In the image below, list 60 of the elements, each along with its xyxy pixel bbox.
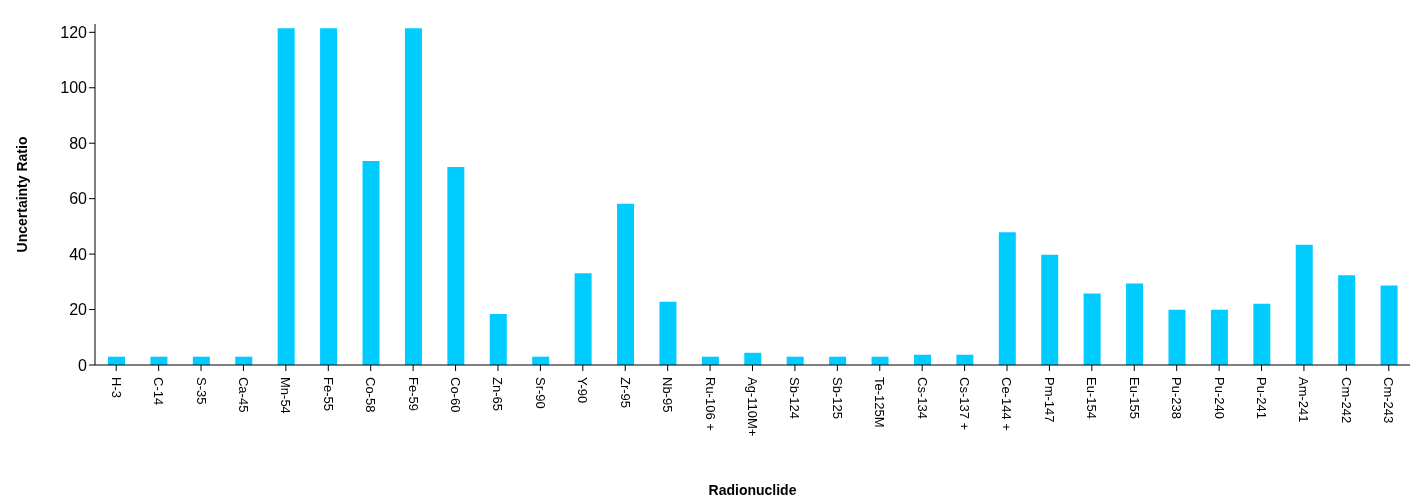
x-tick-label: Nb-95 — [660, 377, 676, 413]
bar — [362, 160, 380, 365]
bar — [1083, 293, 1101, 365]
x-tick-label: Fe-55 — [320, 377, 336, 411]
x-tick-label: Pm-147 — [1041, 377, 1057, 423]
bar — [574, 273, 592, 365]
x-tick-label: Mn-54 — [278, 377, 294, 414]
bar — [447, 167, 465, 365]
x-tick-label: Sr-90 — [532, 377, 548, 409]
x-tick-label: Pu-240 — [1211, 377, 1227, 419]
x-tick-label: Sb-124 — [787, 377, 803, 419]
bar — [1041, 254, 1059, 365]
x-tick-label: Sb-125 — [829, 377, 845, 419]
bar — [404, 28, 422, 365]
x-tick-label: Cm-242 — [1338, 377, 1354, 424]
x-tick-label: Cs-134 — [914, 377, 930, 419]
x-tick-label: Zr-95 — [617, 377, 633, 409]
bar — [1338, 275, 1356, 365]
x-tick-label: Cm-243 — [1381, 377, 1397, 424]
x-tick-label: Eu-154 — [1084, 377, 1100, 419]
y-tick-label: 80 — [69, 134, 88, 152]
y-tick-label: 60 — [69, 190, 88, 208]
bar — [320, 28, 338, 365]
y-tick-label: 100 — [60, 79, 88, 97]
x-tick-label: C-14 — [151, 377, 167, 406]
x-tick-label: Eu-155 — [1126, 377, 1142, 419]
x-tick-label: Cs-137 + — [957, 377, 973, 431]
bar — [1253, 303, 1271, 365]
y-tick-label: 20 — [69, 301, 88, 319]
bar — [744, 352, 762, 365]
x-tick-label: Zn-65 — [490, 377, 506, 411]
bar — [1295, 244, 1313, 365]
bar — [1168, 309, 1186, 365]
x-tick-label: Ru-106 + — [702, 377, 718, 431]
x-tick-label: Pu-241 — [1253, 377, 1269, 419]
x-tick-label: Te-125M — [872, 377, 888, 428]
bar — [998, 232, 1016, 365]
x-tick-label: Y-90 — [575, 377, 591, 404]
y-tick-label: 40 — [69, 245, 88, 263]
x-tick-label: Ce-144 + — [999, 377, 1015, 431]
bar — [617, 203, 635, 365]
x-tick-label: S-35 — [193, 377, 209, 405]
x-tick-label: Ag-110M+ — [744, 377, 760, 437]
x-axis-title: Radionuclide — [708, 482, 797, 497]
bar — [489, 313, 507, 365]
bar — [277, 28, 295, 365]
x-tick-label: Am-241 — [1296, 377, 1312, 423]
bar — [659, 301, 677, 365]
x-tick-label: Co-58 — [363, 377, 379, 413]
bar — [1126, 283, 1144, 365]
x-tick-label: Ca-45 — [235, 377, 251, 413]
x-tick-label: Fe-59 — [405, 377, 421, 411]
bar — [1380, 285, 1398, 365]
x-tick-label: Pu-238 — [1169, 377, 1185, 419]
y-axis-title: Uncertainty Ratio — [13, 136, 30, 253]
y-tick-label: 120 — [60, 24, 88, 41]
x-tick-label: H-3 — [108, 377, 124, 398]
y-tick-label: 0 — [78, 356, 88, 374]
bar — [1210, 309, 1228, 365]
x-tick-label: Co-60 — [448, 377, 464, 413]
